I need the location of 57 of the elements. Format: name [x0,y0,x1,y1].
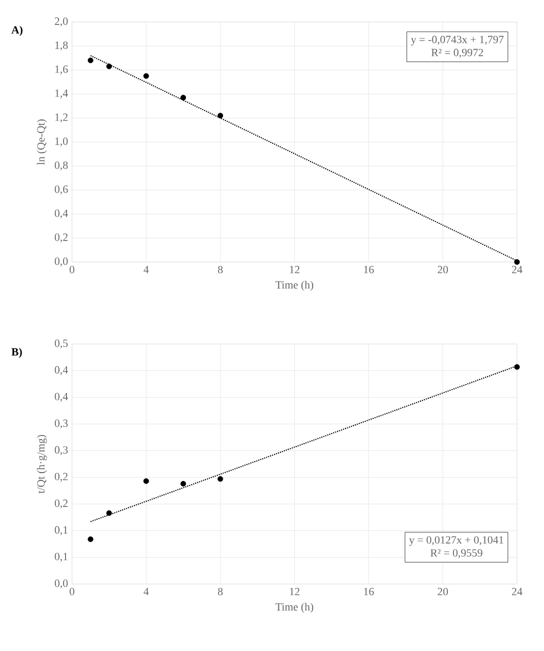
y-tick-label: 2,0 [54,18,68,27]
x-axis-title: Time (h) [276,602,314,613]
annotation: R² = 0,9972 [431,48,484,58]
y-tick-label: 0,2 [54,500,68,509]
y-tick-label: 0,1 [54,526,68,536]
y-tick-label: 0,3 [54,420,68,429]
y-tick-label: 0,4 [54,366,68,376]
point [88,58,94,64]
y-tick-label: 0,2 [54,472,68,482]
y-tick-label: 0,0 [54,258,68,267]
y-tick-label: 1,2 [55,114,68,122]
y-tick-label: 0,3 [54,446,68,456]
x-tick-label: 16 [364,588,374,596]
y-tick-label: 0,5 [54,340,68,349]
x-tick-label: 8 [218,588,223,596]
y-tick-label: 1,0 [55,138,68,147]
point [88,536,94,542]
y-tick-label: 0,0 [54,580,68,589]
annotation: R² = 0,9559 [430,549,482,558]
y-tick-label: 1,4 [55,90,68,98]
point [106,64,112,70]
point [143,478,149,484]
point [106,510,112,516]
chart-title: A) [11,26,22,36]
point [514,259,520,265]
x-tick-label: 8 [218,266,223,274]
y-tick-label: 0,2 [54,234,68,243]
x-tick-label: 16 [364,266,374,274]
point [180,480,186,487]
point [218,112,224,118]
x-tick-label: 4 [144,266,149,274]
annotation: y = 0,0127x + 0,1041 [409,536,504,546]
x-tick-label: 24 [512,266,522,274]
x-tick-label: 12 [290,588,300,596]
y-tick-label: 0,4 [54,392,68,402]
x-tick-label: 24 [512,588,522,596]
y-tick-label: 1,8 [55,42,68,51]
y-tick-label: 0,8 [54,162,68,171]
x-tick-label: 20 [438,588,448,596]
x-tick-label: 12 [290,266,300,274]
x-tick-label: 20 [438,266,448,274]
point [218,476,224,482]
y-tick-label: 0,1 [54,552,68,562]
x-tick-label: 0 [70,588,74,596]
point [180,94,186,100]
x-tick-label: 4 [144,588,149,596]
annotation: y = -0,0743x + 1,797 [410,36,504,46]
y-axis-title: ln (Qe-Qt) [36,119,47,165]
y-tick-label: 1,6 [55,66,68,74]
x-axis-title: Time (h) [276,280,314,291]
y-axis-title: t/Qt (h·g/mg) [36,434,47,494]
y-tick-label: 0,6 [54,186,68,195]
point [143,73,149,79]
x-tick-label: 0 [70,266,74,274]
y-tick-label: 0,4 [54,210,68,219]
point [514,364,520,370]
chart-title: B) [12,348,22,358]
